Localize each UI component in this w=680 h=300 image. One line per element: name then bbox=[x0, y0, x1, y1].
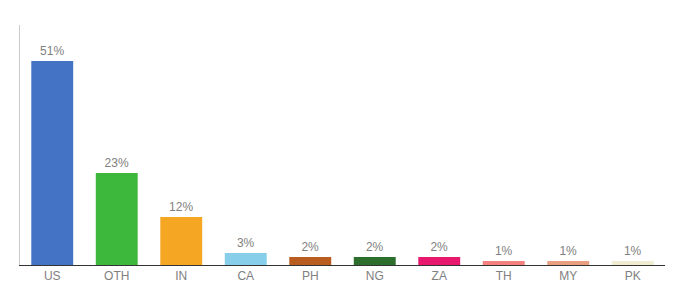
svg-text:1%: 1% bbox=[495, 244, 513, 258]
svg-text:IN: IN bbox=[175, 269, 187, 283]
svg-text:MY: MY bbox=[559, 269, 577, 283]
svg-text:2%: 2% bbox=[366, 240, 384, 254]
svg-text:PH: PH bbox=[302, 269, 319, 283]
svg-text:2%: 2% bbox=[301, 240, 319, 254]
svg-text:TH: TH bbox=[496, 269, 512, 283]
svg-text:ZA: ZA bbox=[432, 269, 447, 283]
svg-text:US: US bbox=[44, 269, 61, 283]
svg-text:CA: CA bbox=[237, 269, 254, 283]
svg-text:3%: 3% bbox=[237, 236, 255, 250]
svg-text:23%: 23% bbox=[105, 156, 129, 170]
svg-text:NG: NG bbox=[366, 269, 384, 283]
svg-text:51%: 51% bbox=[40, 44, 64, 58]
svg-text:1%: 1% bbox=[559, 244, 577, 258]
svg-text:1%: 1% bbox=[624, 244, 642, 258]
svg-text:2%: 2% bbox=[430, 240, 448, 254]
svg-text:OTH: OTH bbox=[104, 269, 129, 283]
svg-text:12%: 12% bbox=[169, 200, 193, 214]
svg-text:PK: PK bbox=[625, 269, 641, 283]
